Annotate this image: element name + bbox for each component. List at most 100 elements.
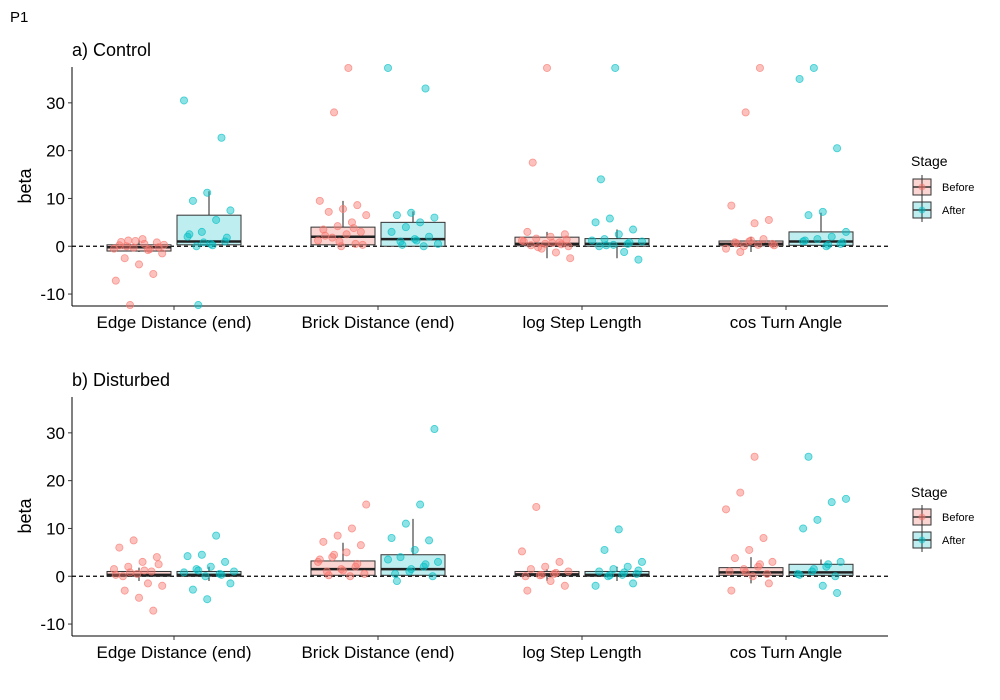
- data-point-b: [809, 565, 818, 574]
- data-point-b: [605, 571, 614, 580]
- data-point-a: [625, 238, 634, 247]
- panel-a-plot: -10 0 10 20 30 Edge Distance (end) Brick Dista…: [40, 63, 888, 332]
- data-point-b: [818, 581, 827, 590]
- data-point-a: [528, 158, 537, 167]
- data-point-b: [387, 534, 396, 543]
- data-point-b: [206, 562, 215, 571]
- data-point-b: [614, 525, 623, 534]
- data-point-b: [591, 581, 600, 590]
- data-point-b: [555, 557, 564, 566]
- data-point-a: [356, 227, 365, 236]
- y-tick-label-b: 10: [46, 519, 65, 538]
- data-point-b: [609, 565, 618, 574]
- data-point-a: [804, 211, 813, 220]
- data-point-b: [391, 569, 400, 578]
- y-tick-label-b: 0: [56, 567, 65, 586]
- data-point-a: [611, 63, 620, 72]
- data-point-b: [401, 519, 410, 528]
- data-point-b: [804, 452, 813, 461]
- data-point-b: [842, 494, 851, 503]
- y-tick-label-b: -10: [40, 615, 65, 634]
- legend-a-key-after: [912, 198, 932, 222]
- data-point-b: [730, 554, 739, 563]
- data-point-b: [183, 552, 192, 561]
- data-point-b: [212, 531, 221, 540]
- data-point-b: [152, 553, 161, 562]
- data-point-a: [562, 235, 571, 244]
- data-point-a: [588, 236, 597, 245]
- data-point-a: [145, 245, 154, 254]
- data-point-b: [600, 545, 609, 554]
- data-point-a: [335, 237, 344, 246]
- panel-a: a) Control beta -10 0 10 20 30 Edge Distance …: [15, 40, 974, 332]
- x-tick-label-a: Edge Distance (end): [97, 313, 252, 332]
- data-point-a: [591, 218, 600, 227]
- data-point-b: [396, 553, 405, 562]
- data-point-a: [596, 175, 605, 184]
- data-point-a: [595, 242, 604, 251]
- data-point-b: [551, 568, 560, 577]
- data-point-b: [347, 524, 356, 533]
- data-point-a: [764, 215, 773, 224]
- data-point-a: [770, 241, 779, 250]
- data-point-a: [111, 276, 120, 285]
- data-point-b: [362, 500, 371, 509]
- data-point-a: [351, 239, 360, 248]
- data-point-b: [353, 559, 362, 568]
- data-point-a: [197, 227, 206, 236]
- data-point-a: [833, 144, 842, 153]
- data-point-a: [126, 301, 135, 310]
- data-point-a: [421, 84, 430, 93]
- data-point-a: [140, 239, 149, 248]
- x-tick-label-b: Edge Distance (end): [97, 643, 252, 662]
- data-point-a: [117, 237, 126, 246]
- y-tick-label-b: 30: [46, 424, 65, 443]
- data-point-b: [759, 534, 768, 543]
- data-point-b: [537, 570, 546, 579]
- data-point-a: [208, 241, 217, 250]
- data-point-b: [356, 541, 365, 550]
- data-point-a: [315, 196, 324, 205]
- x-tick-label-a: log Step Length: [522, 313, 641, 332]
- panel-b: b) Disturbed beta -10 0 10 20 30 Edge Distanc…: [15, 370, 974, 662]
- data-point-a: [122, 242, 131, 251]
- data-point-a: [383, 63, 392, 72]
- data-point-b: [158, 581, 167, 590]
- data-point-b: [324, 571, 333, 580]
- data-point-a: [407, 208, 416, 217]
- data-point-a: [557, 240, 566, 249]
- data-point-a: [809, 63, 818, 72]
- legend-a-label-before: Before: [942, 182, 974, 194]
- data-point-b: [421, 560, 430, 569]
- data-point-a: [638, 237, 647, 246]
- data-point-a: [755, 63, 764, 72]
- data-point-a: [722, 244, 731, 253]
- data-point-b: [315, 555, 324, 564]
- data-point-a: [158, 249, 167, 258]
- data-point-b: [143, 579, 152, 588]
- data-point-a: [747, 236, 756, 245]
- data-point-a: [543, 63, 552, 72]
- data-point-a: [526, 241, 535, 250]
- data-point-a: [818, 207, 827, 216]
- data-point-a: [120, 254, 129, 263]
- data-point-a: [358, 240, 367, 249]
- data-point-b: [833, 588, 842, 597]
- data-point-b: [115, 543, 124, 552]
- data-point-a: [324, 207, 333, 216]
- panel-a-legend: Stage Before After: [911, 153, 974, 222]
- data-point-b: [727, 586, 736, 595]
- x-tick-label-a: Brick Distance (end): [301, 313, 454, 332]
- data-point-b: [595, 567, 604, 576]
- data-point-a: [212, 215, 221, 224]
- data-point-b: [623, 562, 632, 571]
- data-point-b: [111, 570, 120, 579]
- data-point-b: [813, 515, 822, 524]
- data-point-b: [217, 570, 226, 579]
- data-point-b: [523, 586, 532, 595]
- x-tick-label-b: cos Turn Angle: [730, 643, 842, 662]
- data-point-b: [140, 566, 149, 575]
- data-point-b: [634, 566, 643, 575]
- data-point-a: [605, 214, 614, 223]
